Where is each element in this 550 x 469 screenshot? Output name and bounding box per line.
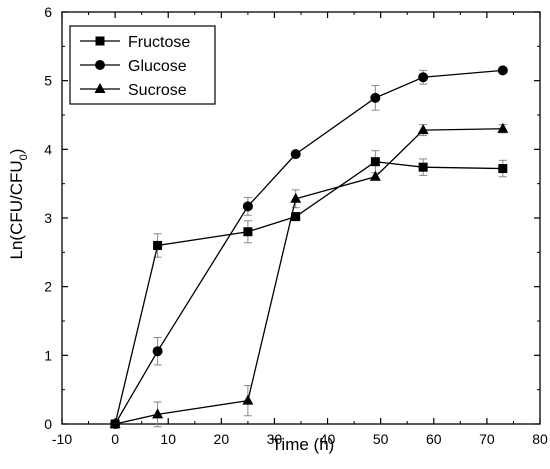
legend-sucrose-label: Sucrose: [128, 82, 187, 99]
error-bars: [153, 69, 507, 428]
fructose-point: [370, 157, 380, 167]
legend-fructose-label: Fructose: [128, 34, 190, 51]
sucrose-line: [114, 128, 503, 425]
glucose-point: [290, 149, 301, 160]
y-tick-label: 4: [44, 141, 52, 157]
y-tick-label: 0: [44, 416, 52, 432]
x-tick-label: 70: [479, 431, 495, 447]
sucrose-point: [417, 124, 429, 135]
glucose-point: [152, 346, 163, 357]
y-tick-label: 5: [44, 73, 52, 89]
legend-sucrose-marker: [94, 83, 106, 93]
legend: Fructose Glucose Sucrose: [69, 25, 216, 105]
y-axis-title: Ln(CFU/CFU0): [7, 149, 30, 260]
fructose-point: [498, 164, 508, 174]
legend-glucose-label: Glucose: [128, 58, 187, 75]
x-tick-label: 40: [320, 431, 336, 447]
glucose-point: [242, 201, 253, 212]
series-lines: [114, 69, 503, 425]
y-tick-label: 6: [44, 4, 52, 20]
glucose-point: [497, 65, 508, 76]
y-tick-label: 1: [44, 347, 52, 363]
x-tick-label: -10: [52, 431, 72, 447]
y-tick-label: 2: [44, 279, 52, 295]
glucose-point: [370, 92, 381, 103]
sucrose-point: [152, 408, 164, 419]
x-tick-label: 20: [214, 431, 230, 447]
glucose-point: [418, 72, 429, 83]
sucrose-point: [109, 418, 121, 428]
glucose-line: [114, 69, 503, 425]
sucrose-point: [242, 394, 254, 405]
x-tick-label: 80: [532, 431, 548, 447]
legend-fructose-marker: [95, 36, 105, 46]
y-axis-title-close: ): [7, 149, 26, 155]
series-markers: [109, 65, 509, 429]
fructose-point: [418, 162, 428, 172]
fructose-point: [243, 227, 253, 237]
x-tick-label: 50: [373, 431, 389, 447]
y-axis-title-main: Ln(CFU/CFU: [7, 160, 26, 259]
y-tick-label: 3: [44, 210, 52, 226]
x-tick-label: 10: [160, 431, 176, 447]
sucrose-point: [290, 192, 302, 203]
x-tick-label: 60: [426, 431, 442, 447]
sucrose-point: [497, 122, 509, 133]
legend-glucose-marker: [95, 60, 105, 70]
x-tick-label: 0: [111, 431, 119, 447]
y-axis-title-subscript: 0: [18, 154, 30, 160]
x-tick-label: 30: [267, 431, 283, 447]
fructose-line: [114, 161, 503, 425]
x-axis-title: Time (h): [272, 435, 335, 454]
fructose-point: [291, 212, 301, 222]
fructose-point: [153, 240, 163, 250]
sucrose-point: [369, 170, 381, 181]
